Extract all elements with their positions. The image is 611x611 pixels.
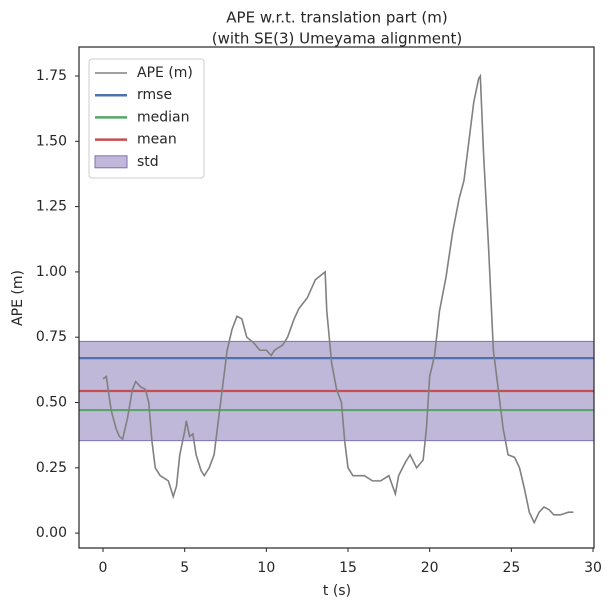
x-tick-label: 20	[421, 560, 439, 576]
legend-label: APE (m)	[137, 65, 193, 81]
chart-title: APE w.r.t. translation part (m)	[226, 9, 447, 27]
y-tick-label: 0.25	[36, 460, 67, 476]
y-tick-label: 0.00	[36, 525, 67, 541]
x-tick-label: 25	[502, 560, 520, 576]
y-tick-label: 1.25	[36, 199, 67, 215]
legend-label: mean	[137, 132, 177, 148]
legend-label: std	[137, 154, 159, 170]
y-tick-label: 1.75	[36, 68, 67, 84]
x-tick-label: 30	[584, 560, 602, 576]
x-tick-label: 10	[257, 560, 275, 576]
y-tick-label: 1.50	[36, 133, 67, 149]
legend-box	[88, 58, 205, 179]
chart-subtitle: (with SE(3) Umeyama alignment)	[212, 30, 463, 48]
y-tick-label: 1.00	[36, 264, 67, 280]
x-tick-label: 0	[99, 560, 108, 576]
y-axis-label: APE (m)	[10, 270, 26, 326]
x-tick-label: 5	[180, 560, 189, 576]
legend-label: rmse	[137, 87, 172, 103]
plot-frame	[78, 46, 595, 549]
legend-swatch	[94, 155, 128, 169]
x-tick-label: 15	[339, 560, 357, 576]
x-axis-label: t (s)	[323, 583, 351, 599]
legend-label: median	[137, 109, 189, 125]
y-tick-label: 0.50	[36, 395, 67, 411]
ape-line	[102, 73, 574, 525]
y-tick-label: 0.75	[36, 329, 67, 345]
